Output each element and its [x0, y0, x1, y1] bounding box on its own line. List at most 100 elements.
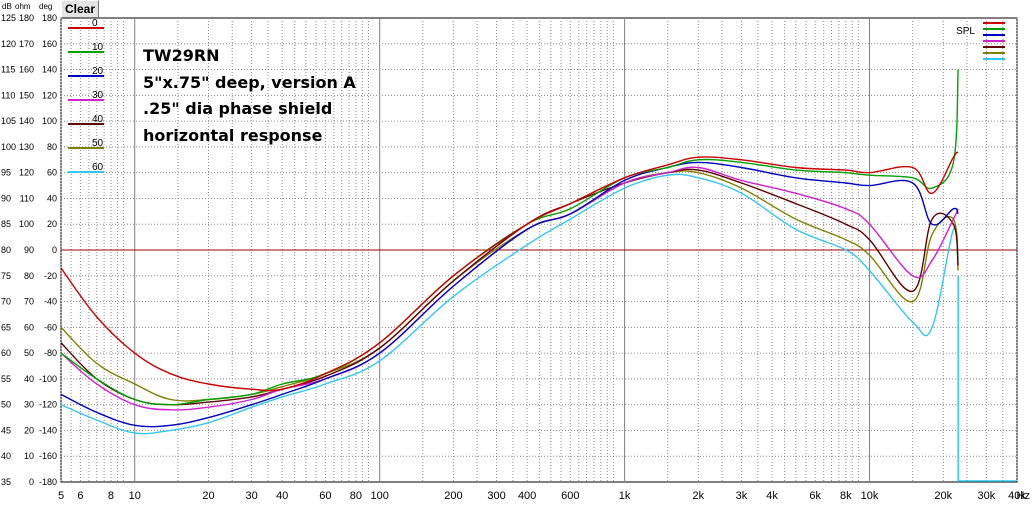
annotation-line-1: TW29RN [143, 46, 220, 65]
y-tick-db: 110 [1, 90, 15, 100]
y-tick-db: 90 [1, 193, 11, 203]
y-tick-db: 45 [1, 425, 11, 435]
x-tick-label: 2k [693, 490, 705, 502]
legend-label: 30 [92, 90, 104, 101]
y-tick-db: 120 [1, 39, 16, 49]
y-unit-deg: deg [39, 2, 52, 11]
y-tick-ohm: 150 [19, 90, 34, 100]
x-tick-label: 6k [809, 490, 821, 502]
y-tick-db: 55 [1, 374, 11, 384]
y-tick-deg: 80 [47, 142, 57, 152]
y-tick-db: 60 [1, 348, 11, 358]
y-tick-deg: 120 [42, 90, 57, 100]
y-tick-deg: 160 [42, 39, 57, 49]
y-tick-ohm: 40 [24, 374, 34, 384]
legend-label: 50 [92, 138, 104, 149]
x-tick-label: 300 [487, 490, 505, 502]
y-tick-ohm: 30 [24, 400, 34, 410]
y-tick-ohm: 170 [19, 39, 34, 49]
y-tick-db: 115 [1, 65, 15, 75]
x-tick-label: 400 [518, 490, 536, 502]
y-tick-db: 70 [1, 297, 11, 307]
x-tick-label: 80 [350, 490, 362, 502]
y-tick-ohm: 0 [29, 477, 34, 487]
y-tick-db: 100 [1, 142, 16, 152]
x-tick-label: 30k [978, 490, 996, 502]
y-tick-db: 35 [1, 477, 11, 487]
x-tick-label: 10k [861, 490, 879, 502]
y-tick-deg: 60 [47, 168, 57, 178]
x-tick-label: 8k [840, 490, 852, 502]
x-tick-label: 40k [1008, 490, 1026, 502]
x-tick-label: 40 [276, 490, 288, 502]
y-tick-ohm: 90 [24, 245, 34, 255]
y-tick-deg: -40 [44, 297, 57, 307]
x-tick-label: 4k [766, 490, 778, 502]
legend-label: 10 [92, 42, 104, 53]
y-tick-db: 125 [1, 13, 16, 23]
y-unit-ohm: ohm [15, 2, 31, 11]
legend-label: 40 [92, 114, 104, 125]
y-tick-ohm: 110 [20, 193, 34, 203]
y-unit-db: dB [2, 2, 12, 11]
y-tick-deg: 40 [47, 193, 57, 203]
y-tick-deg: -100 [39, 374, 57, 384]
y-tick-db: 40 [1, 451, 11, 461]
y-tick-deg: -20 [44, 271, 57, 281]
spl-legend-label: SPL [956, 26, 975, 37]
y-tick-deg: 20 [47, 219, 57, 229]
x-tick-label: 30 [245, 490, 257, 502]
x-tick-label: 20k [934, 490, 952, 502]
x-tick-label: 6 [77, 490, 83, 502]
annotation-line-2: 5"x.75" deep, version A [143, 73, 356, 92]
x-tick-label: 5 [58, 490, 64, 502]
y-tick-db: 105 [1, 116, 16, 126]
x-tick-label: 8 [108, 490, 114, 502]
y-tick-ohm: 50 [24, 348, 34, 358]
x-tick-label: 60 [319, 490, 331, 502]
y-tick-deg: 100 [42, 116, 57, 126]
y-tick-ohm: 120 [19, 168, 34, 178]
annotation-line-3: .25" dia phase shield [143, 99, 333, 118]
y-tick-deg: -160 [39, 451, 57, 461]
y-tick-ohm: 70 [24, 297, 34, 307]
y-tick-ohm: 20 [24, 425, 34, 435]
series-line-60 [60, 173, 959, 435]
clear-button[interactable]: Clear [61, 0, 99, 18]
y-tick-deg: -180 [39, 477, 57, 487]
y-tick-ohm: 10 [24, 451, 34, 461]
x-tick-label: 1k [619, 490, 631, 502]
y-tick-ohm: 130 [19, 142, 34, 152]
y-tick-deg: -120 [39, 400, 57, 410]
y-tick-ohm: 100 [19, 219, 34, 229]
y-tick-deg: 140 [42, 65, 57, 75]
y-tick-ohm: 160 [19, 65, 34, 75]
legend-label: 0 [92, 18, 98, 29]
legend-label: 20 [92, 66, 104, 77]
series-line-20 [60, 161, 959, 428]
y-tick-db: 85 [1, 219, 11, 229]
x-unit-label: Hz [1017, 490, 1030, 502]
y-tick-ohm: 180 [19, 13, 34, 23]
y-tick-db: 50 [1, 400, 11, 410]
y-tick-db: 65 [1, 322, 11, 332]
x-tick-label: 10 [129, 490, 141, 502]
y-tick-db: 80 [1, 245, 11, 255]
y-tick-ohm: 140 [19, 116, 34, 126]
y-tick-ohm: 80 [24, 271, 34, 281]
series-line-0 [60, 151, 959, 392]
y-tick-db: 95 [1, 168, 11, 178]
y-tick-db: 75 [1, 271, 11, 281]
x-tick-label: 3k [736, 490, 748, 502]
x-tick-label: 20 [202, 490, 214, 502]
legend-label: 60 [92, 162, 104, 173]
x-tick-label: 100 [370, 490, 388, 502]
y-tick-deg: -60 [44, 322, 57, 332]
y-tick-ohm: 60 [24, 322, 34, 332]
series-line-10 [60, 69, 959, 406]
x-tick-label: 200 [444, 490, 462, 502]
annotation-line-4: horizontal response [143, 126, 323, 145]
y-tick-deg: -80 [44, 348, 57, 358]
